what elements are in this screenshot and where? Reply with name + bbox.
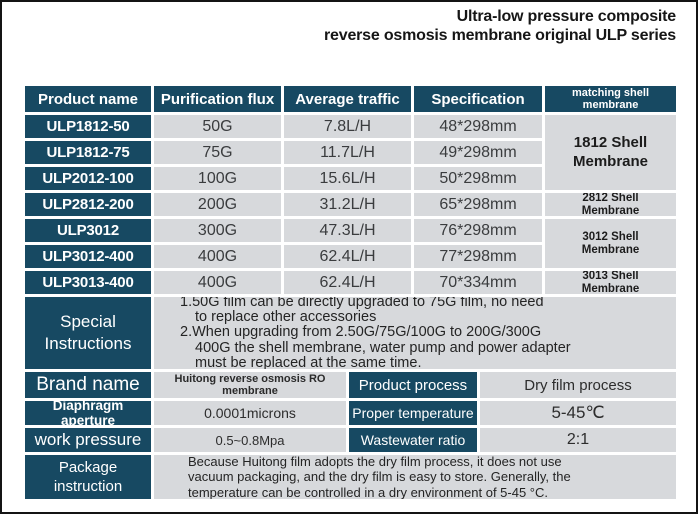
product-name-cell: ULP3012 — [25, 219, 151, 242]
shell-membrane-3013: 3013 Shell Membrane — [545, 271, 676, 294]
shell-membrane-2812: 2812 Shell Membrane — [545, 193, 676, 216]
product-name-cell: ULP1812-75 — [25, 141, 151, 164]
wastewater-ratio-value: 2:1 — [480, 428, 676, 452]
page-title: Ultra-low pressure composite reverse osm… — [324, 7, 676, 45]
package-instruction-text: Because Huitong film adopts the dry film… — [154, 455, 676, 499]
special-instructions-label: Special Instructions — [25, 297, 151, 369]
flux-cell: 300G — [154, 219, 281, 242]
flux-cell: 50G — [154, 115, 281, 138]
spec-table: Product name Purification flux Average t… — [25, 86, 676, 499]
work-pressure-label: work pressure — [25, 428, 151, 452]
package-instruction-label: Package instruction — [25, 455, 151, 499]
product-process-value: Dry film process — [480, 372, 676, 398]
diaphragm-aperture-label: Diaphragm aperture — [25, 401, 151, 425]
spec-cell: 70*334mm — [414, 271, 542, 294]
page-title-line2: reverse osmosis membrane original ULP se… — [324, 27, 676, 45]
col-header-average-traffic: Average traffic — [284, 86, 411, 112]
spec-cell: 65*298mm — [414, 193, 542, 216]
product-name-cell: ULP3013-400 — [25, 271, 151, 294]
flux-cell: 400G — [154, 271, 281, 294]
traffic-cell: 7.8L/H — [284, 115, 411, 138]
product-name-cell: ULP3012-400 — [25, 245, 151, 268]
product-process-label: Product process — [349, 372, 477, 398]
package-instruction-section: Package instruction Because Huitong film… — [25, 455, 676, 499]
product-name-cell: ULP2012-100 — [25, 167, 151, 190]
product-table: Product name Purification flux Average t… — [25, 86, 676, 294]
product-name-cell: ULP2812-200 — [25, 193, 151, 216]
spec-cell: 49*298mm — [414, 141, 542, 164]
traffic-cell: 11.7L/H — [284, 141, 411, 164]
spec-cell: 76*298mm — [414, 219, 542, 242]
spec-cell: 50*298mm — [414, 167, 542, 190]
traffic-cell: 15.6L/H — [284, 167, 411, 190]
proper-temperature-label: Proper temperature — [349, 401, 477, 425]
col-header-purification-flux: Purification flux — [154, 86, 281, 112]
spec-grid-section: Brand name Huitong reverse osmosis RO me… — [25, 372, 676, 452]
flux-cell: 400G — [154, 245, 281, 268]
spec-cell: 48*298mm — [414, 115, 542, 138]
col-header-product-name: Product name — [25, 86, 151, 112]
col-header-specification: Specification — [414, 86, 542, 112]
flux-cell: 200G — [154, 193, 281, 216]
proper-temperature-value: 5-45℃ — [480, 401, 676, 425]
special-instructions-text: 1.50G film can be directly upgraded to 7… — [154, 297, 676, 369]
traffic-cell: 62.4L/H — [284, 245, 411, 268]
page-title-line1: Ultra-low pressure composite — [456, 8, 677, 25]
special-instructions-section: Special Instructions 1.50G film can be d… — [25, 297, 676, 369]
shell-membrane-3012: 3012 Shell Membrane — [545, 219, 676, 268]
spec-cell: 77*298mm — [414, 245, 542, 268]
diaphragm-aperture-value: 0.0001microns — [154, 401, 346, 425]
shell-membrane-1812: 1812 Shell Membrane — [545, 115, 676, 190]
brand-name-value: Huitong reverse osmosis RO membrane — [154, 372, 346, 398]
flux-cell: 100G — [154, 167, 281, 190]
product-name-cell: ULP1812-50 — [25, 115, 151, 138]
traffic-cell: 62.4L/H — [284, 271, 411, 294]
traffic-cell: 47.3L/H — [284, 219, 411, 242]
traffic-cell: 31.2L/H — [284, 193, 411, 216]
flux-cell: 75G — [154, 141, 281, 164]
col-header-matching-shell: matching shell membrane — [545, 86, 676, 112]
work-pressure-value: 0.5~0.8Mpa — [154, 428, 346, 452]
brand-name-label: Brand name — [25, 372, 151, 398]
wastewater-ratio-label: Wastewater ratio — [349, 428, 477, 452]
